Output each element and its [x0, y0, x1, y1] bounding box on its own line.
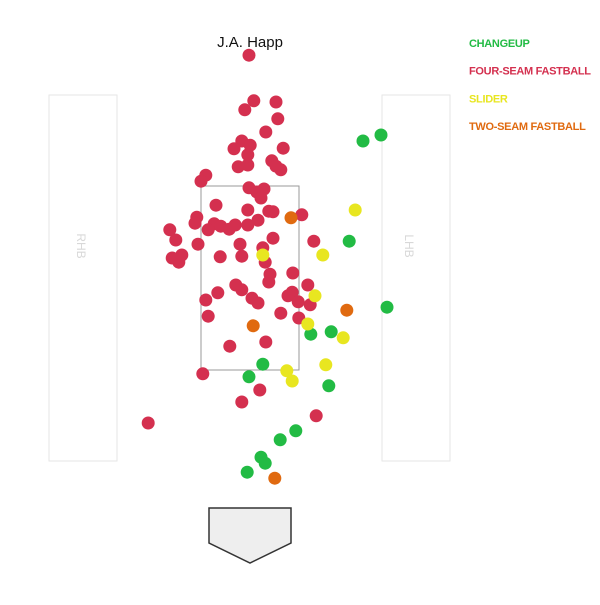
- pitch-point: [380, 300, 394, 314]
- pitch-point: [235, 283, 249, 297]
- pitch-point: [301, 278, 315, 292]
- pitch-point: [238, 103, 252, 117]
- pitch-point: [201, 223, 215, 237]
- pitch-point: [266, 205, 280, 219]
- pitch-point: [256, 357, 270, 371]
- pitch-point: [280, 364, 294, 378]
- pitch-point: [274, 306, 288, 320]
- pitch-point: [262, 275, 276, 289]
- legend: CHANGEUP FOUR-SEAM FASTBALL SLIDER TWO-SEAM…: [469, 38, 592, 133]
- pitch-point: [175, 248, 189, 262]
- pitch-point: [274, 163, 288, 177]
- pitch-point: [304, 327, 318, 341]
- pitch-point: [141, 416, 155, 430]
- pitch-point: [235, 395, 249, 409]
- chart-title: J.A. Happ: [217, 34, 283, 51]
- pitch-point: [240, 465, 254, 479]
- pitch-point: [301, 317, 315, 331]
- pitch-point: [259, 335, 273, 349]
- pitch-point: [256, 248, 270, 262]
- pitch-point: [227, 142, 241, 156]
- pitch-point: [316, 248, 330, 262]
- pitch-point: [235, 249, 249, 263]
- home-plate: [208, 507, 292, 564]
- pitch-point: [319, 358, 333, 372]
- pitch-point: [188, 216, 202, 230]
- pitch-point: [241, 218, 255, 232]
- pitch-point: [356, 134, 370, 148]
- pitch-point: [242, 370, 256, 384]
- pitch-point: [163, 223, 177, 237]
- pitch-point: [259, 125, 273, 139]
- pitch-point: [231, 160, 245, 174]
- pitch-point: [308, 289, 322, 303]
- pitch-point: [241, 158, 255, 172]
- pitch-point: [295, 208, 309, 222]
- pitch-point: [233, 237, 247, 251]
- pitch-point: [241, 148, 255, 162]
- pitch-point: [322, 379, 336, 393]
- pitch-point: [241, 203, 255, 217]
- pitch-point: [169, 233, 183, 247]
- pitch-point: [253, 383, 267, 397]
- legend-entry: TWO-SEAM FASTBALL: [469, 121, 586, 133]
- batter-box-right: [381, 94, 451, 462]
- batter-side-label: LHB: [402, 234, 416, 257]
- pitch-point: [340, 303, 354, 317]
- pitch-point: [266, 231, 280, 245]
- pitch-point: [336, 331, 350, 345]
- pitch-point: [196, 367, 210, 381]
- batter-side-label: RHB: [74, 233, 88, 258]
- pitch-point: [209, 198, 223, 212]
- pitch-point: [191, 237, 205, 251]
- pitch-point: [223, 339, 237, 353]
- points: [141, 48, 394, 485]
- pitch-point: [269, 95, 283, 109]
- pitch-point: [281, 289, 295, 303]
- pitch-point: [374, 128, 388, 142]
- legend-entry: FOUR-SEAM FASTBALL: [469, 66, 591, 78]
- pitch-point: [271, 112, 285, 126]
- pitch-point: [254, 191, 268, 205]
- pitch-point: [273, 433, 287, 447]
- pitch-point: [213, 250, 227, 264]
- legend-entry: CHANGEUP: [469, 38, 530, 50]
- pitch-point: [247, 94, 261, 108]
- pitch-point: [291, 295, 305, 309]
- pitch-point: [201, 309, 215, 323]
- pitch-point: [251, 213, 265, 227]
- pitch-point: [307, 234, 321, 248]
- pitch-point: [276, 141, 290, 155]
- pitch-point: [268, 471, 282, 485]
- pitch-point: [285, 374, 299, 388]
- pitch-point: [284, 211, 298, 225]
- pitch-point: [258, 456, 272, 470]
- pitch-point: [289, 424, 303, 438]
- pitch-point: [348, 203, 362, 217]
- pitch-point: [309, 409, 323, 423]
- pitch-point: [246, 319, 260, 333]
- pitch-point: [228, 218, 242, 232]
- pitch-point: [251, 296, 265, 310]
- pitch-point: [342, 234, 356, 248]
- pitch-point: [286, 266, 300, 280]
- legend-entry: SLIDER: [469, 93, 508, 105]
- pitch-point: [199, 293, 213, 307]
- pitch-point: [194, 174, 208, 188]
- pitch-point: [211, 286, 225, 300]
- pitch-point: [242, 48, 256, 62]
- batter-box-left: [48, 94, 118, 462]
- pitch-point: [324, 325, 338, 339]
